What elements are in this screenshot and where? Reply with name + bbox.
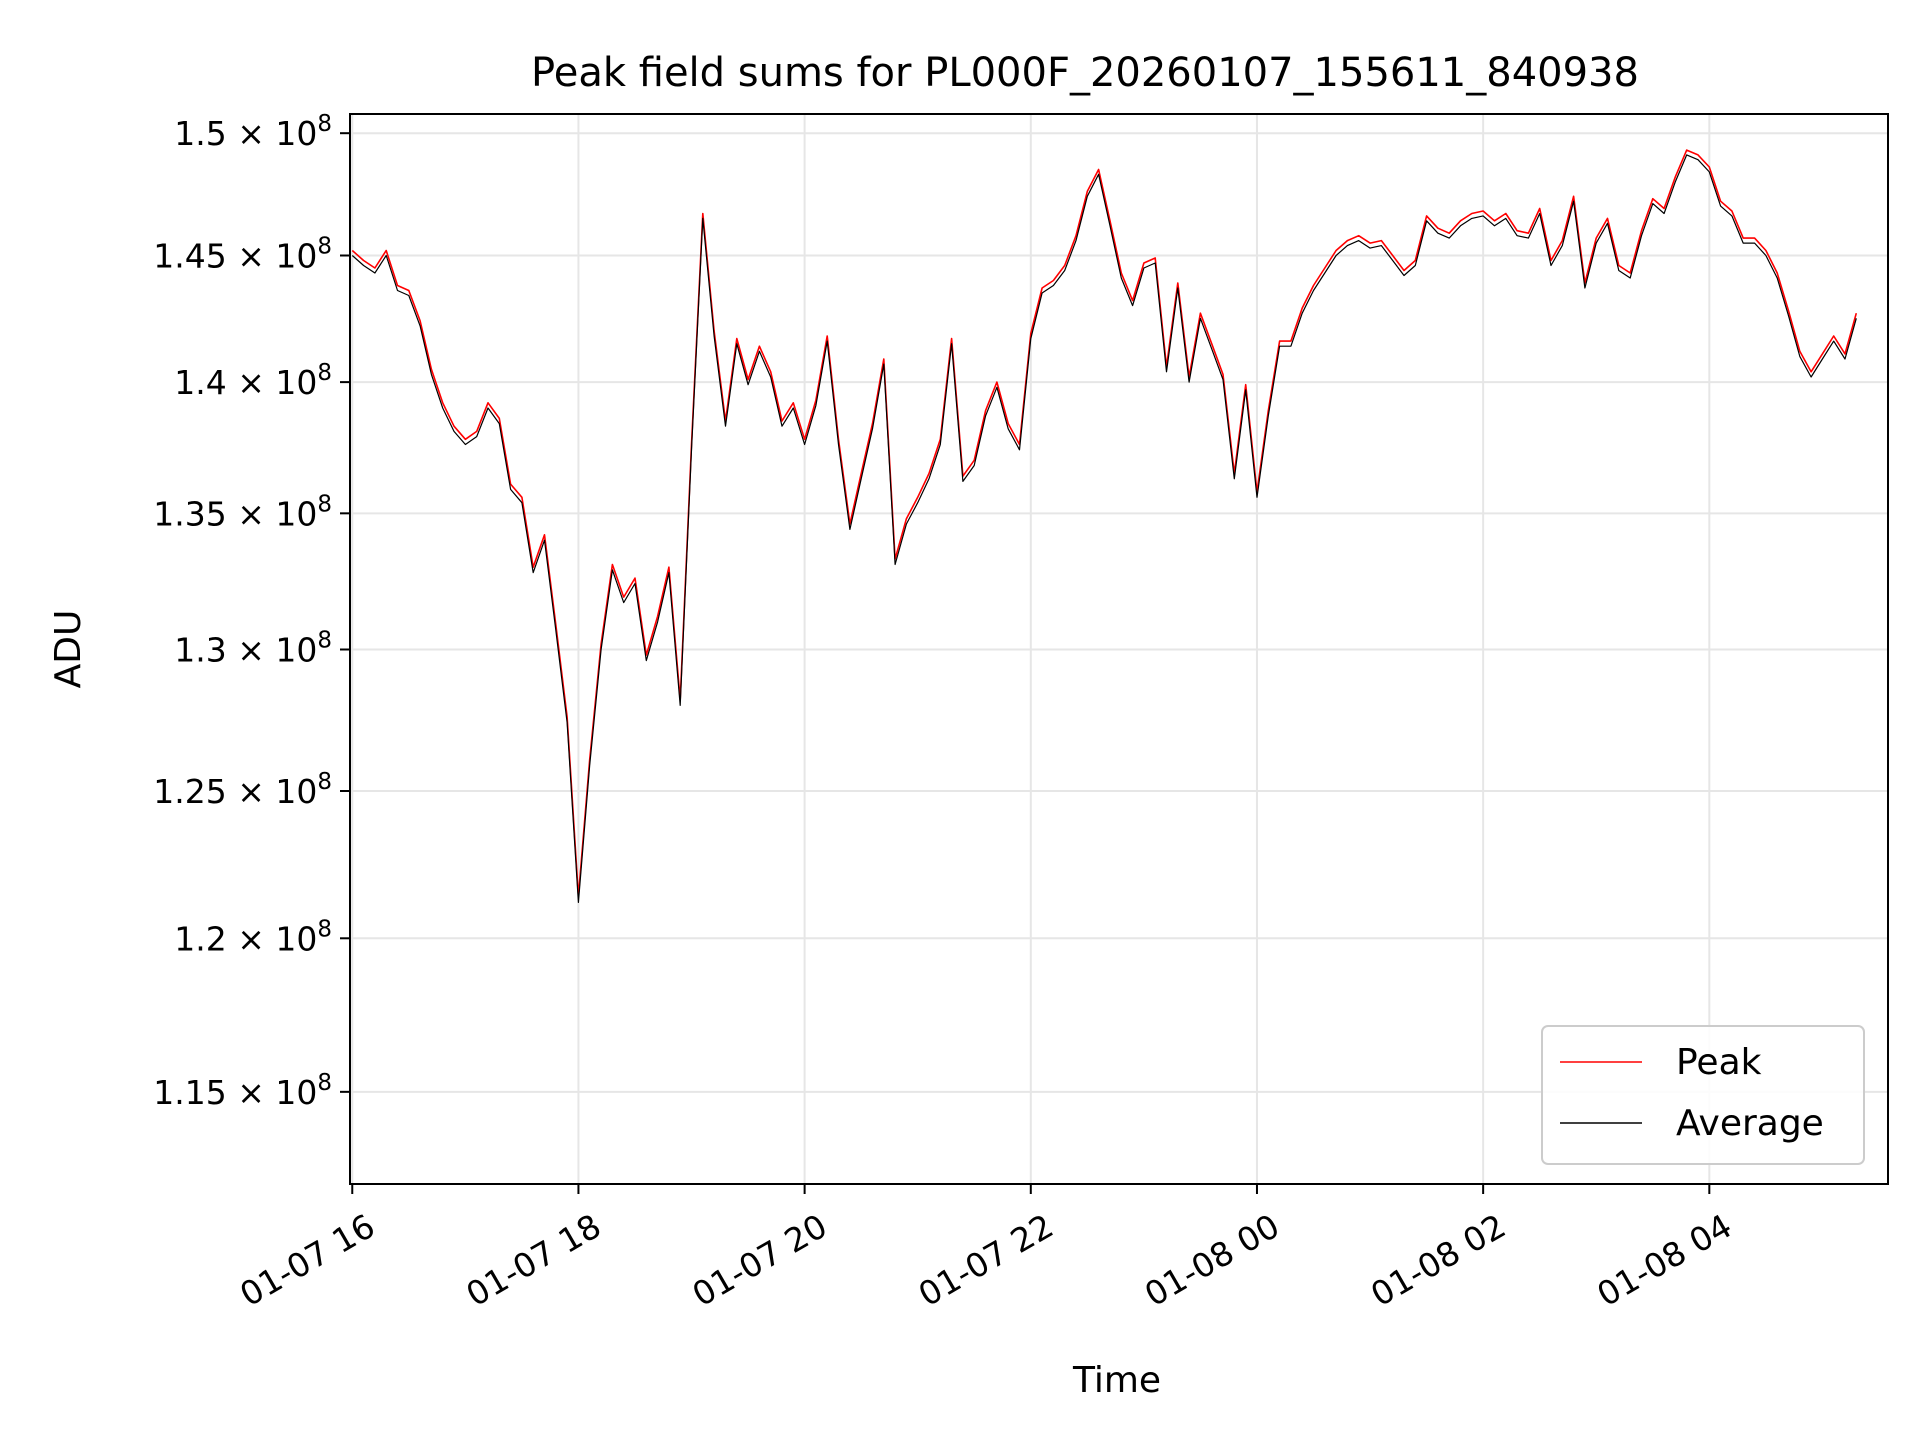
y-tick-label: 1.25 × 108: [153, 769, 332, 811]
grid-layer: [350, 114, 1888, 1184]
y-tick-label: 1.35 × 108: [153, 491, 332, 533]
x-axis-label: Time: [1072, 1360, 1161, 1401]
y-tick-label: 1.4 × 108: [174, 360, 332, 402]
y-tick-label: 1.3 × 108: [174, 627, 332, 669]
y-tick-label: 1.15 × 108: [153, 1070, 332, 1112]
legend-box: [1541, 1025, 1865, 1165]
y-tick-label: 1.2 × 108: [174, 916, 332, 958]
chart-title: Peak field sums for PL000F_20260107_1556…: [531, 50, 1639, 96]
legend-label-peak: Peak: [1676, 1042, 1762, 1083]
y-tick-label: 1.5 × 108: [174, 111, 332, 153]
y-axis: 1.15 × 108 1.2 × 108 1.25 × 108 1.3 × 108 1.…: [153, 111, 350, 1112]
legend-label-average: Average: [1676, 1103, 1824, 1144]
series-line-average: [351, 154, 1857, 904]
series-layer: [351, 149, 1858, 904]
y-tick-label: 1.45 × 108: [153, 234, 332, 276]
legend: Peak Average: [1541, 1025, 1865, 1165]
y-axis-label: ADU: [48, 610, 89, 689]
series-line-peak: [351, 149, 1858, 898]
